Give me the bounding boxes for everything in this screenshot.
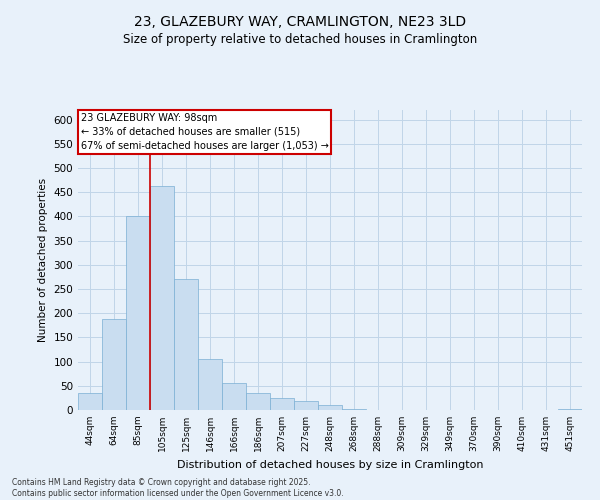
Bar [270, 398, 294, 410]
X-axis label: Distribution of detached houses by size in Cramlington: Distribution of detached houses by size … [177, 460, 483, 469]
Text: 23 GLAZEBURY WAY: 98sqm
← 33% of detached houses are smaller (515)
67% of semi-d: 23 GLAZEBURY WAY: 98sqm ← 33% of detache… [80, 113, 328, 151]
Bar [246, 393, 270, 410]
Bar [294, 402, 318, 410]
Bar [558, 409, 582, 410]
Y-axis label: Number of detached properties: Number of detached properties [38, 178, 48, 342]
Text: Size of property relative to detached houses in Cramlington: Size of property relative to detached ho… [123, 32, 477, 46]
Bar [174, 280, 198, 410]
Bar [102, 319, 126, 410]
Bar [150, 186, 174, 410]
Bar [222, 384, 246, 410]
Bar [78, 393, 102, 410]
Text: 23, GLAZEBURY WAY, CRAMLINGTON, NE23 3LD: 23, GLAZEBURY WAY, CRAMLINGTON, NE23 3LD [134, 15, 466, 29]
Bar [318, 405, 342, 410]
Bar [198, 359, 222, 410]
Text: Contains HM Land Registry data © Crown copyright and database right 2025.
Contai: Contains HM Land Registry data © Crown c… [12, 478, 344, 498]
Bar [342, 409, 366, 410]
Bar [126, 216, 150, 410]
